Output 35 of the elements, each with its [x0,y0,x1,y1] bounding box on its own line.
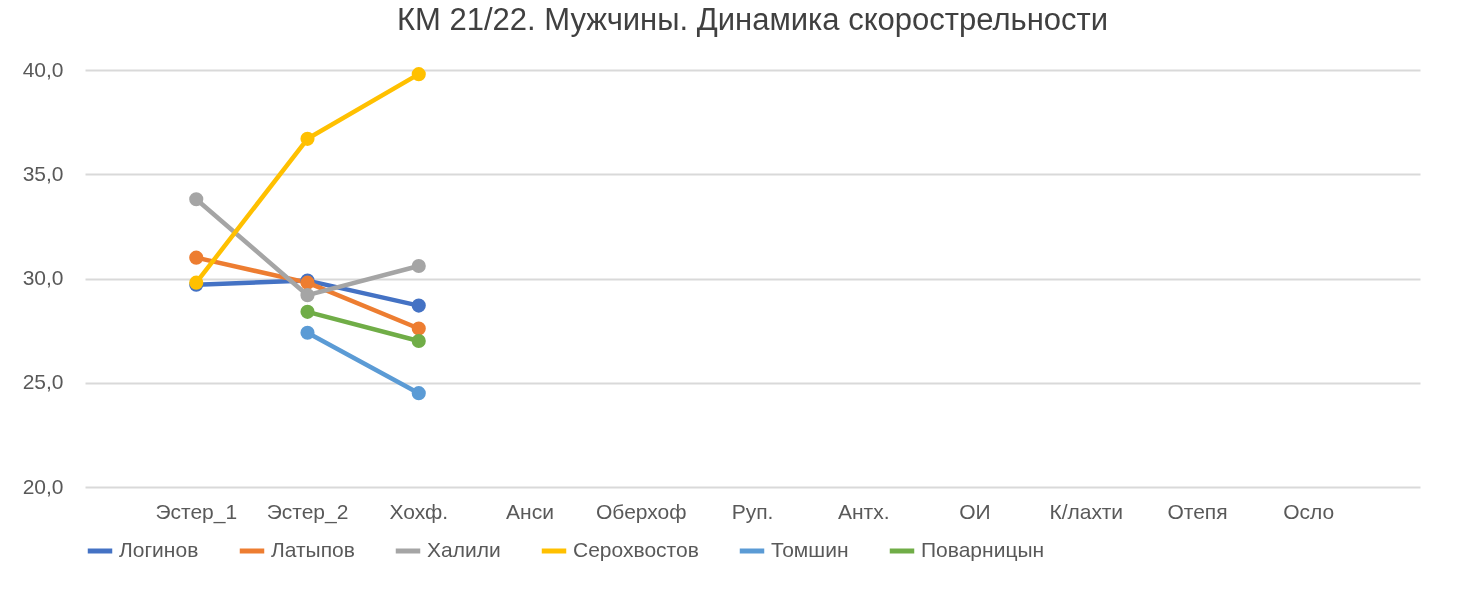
point [300,288,315,303]
legend-label: Томшин [771,538,849,561]
x-tick-label: К/лахти [1049,499,1124,523]
x-tick-label: Осло [1283,499,1335,523]
chart-title: КМ 21/22. Мужчины. Динамика скорострельности [396,2,1109,37]
y-tick-label: 20,0 [22,474,64,498]
x-tick-label: Антх. [837,499,890,523]
y-tick-label: 30,0 [22,266,64,289]
y-tick-label: 25,0 [22,370,64,394]
legend-label: Логинов [119,538,199,561]
legend-label: Серохвостов [573,538,699,561]
x-tick-label: Руп. [731,499,774,523]
point [189,250,204,265]
y-tick-label: 40,0 [22,57,64,81]
y-tick-label: 35,0 [22,161,64,185]
point [300,131,315,146]
point [300,325,315,340]
point [189,192,204,207]
x-tick-label: Эстер_2 [266,499,349,524]
legend-label: Поварницын [921,538,1045,561]
point [300,304,315,319]
point [411,67,426,82]
point [411,298,426,313]
point [411,321,426,336]
legend-label: Халили [427,538,501,561]
point [411,386,426,401]
x-tick-label: Хохф. [389,499,449,523]
x-tick-label: ОИ [959,499,991,523]
legend-label: Латыпов [271,538,355,561]
x-tick-label: Эстер_1 [155,499,238,524]
point [411,333,426,349]
x-tick-label: Анси [506,499,554,523]
x-tick-label: Отепя [1167,499,1228,523]
point [411,258,426,274]
x-tick-label: Оберхоф [596,499,687,523]
